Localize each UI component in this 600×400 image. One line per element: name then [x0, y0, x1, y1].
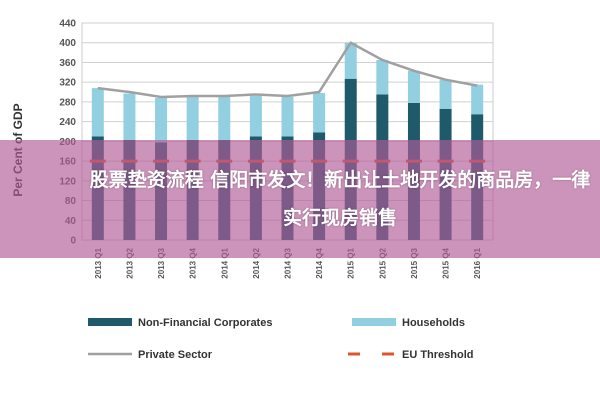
y-tick-label: 440	[59, 19, 76, 30]
legend-label-non-financial-corporates: Non-Financial Corporates	[138, 317, 272, 329]
y-tick-label: 320	[59, 78, 76, 89]
x-tick-label: 2016 Q1	[473, 247, 482, 278]
legend: Non-Financial Corporates Households Privat…	[88, 317, 474, 361]
bar-households	[407, 70, 420, 103]
bar-households	[376, 59, 389, 95]
legend-label-households: Households	[402, 317, 465, 329]
x-tick-label: 2013 Q1	[94, 247, 103, 278]
x-axis-ticks: 2013 Q1 2013 Q2 2013 Q3 2013 Q4 2014 Q1 2014 …	[94, 247, 482, 278]
legend-swatch-households	[352, 318, 396, 326]
bar-households	[281, 96, 294, 137]
x-tick-label: 2015 Q4	[442, 247, 451, 278]
legend-swatch-non-financial-corporates	[88, 318, 132, 326]
bar-households	[249, 95, 262, 137]
bar-households	[123, 93, 136, 140]
y-tick-label: 280	[59, 97, 76, 108]
bar-households	[186, 96, 199, 140]
y-tick-label: 240	[59, 117, 76, 128]
legend-label-private-sector: Private Sector	[138, 349, 213, 361]
private-sector-line	[97, 41, 478, 99]
x-tick-label: 2013 Q4	[189, 247, 198, 278]
bar-households	[155, 97, 168, 143]
x-tick-label: 2014 Q4	[315, 247, 324, 278]
headline-text[interactable]: 股票垫资流程 信阳市发文！新出让土地开发的商品房，一律实行现房销售	[89, 169, 591, 229]
headline-banner[interactable]: 股票垫资流程 信阳市发文！新出让土地开发的商品房，一律实行现房销售	[0, 140, 600, 258]
bar-households	[313, 93, 326, 133]
x-tick-label: 2014 Q1	[220, 247, 229, 278]
y-tick-label: 360	[59, 58, 76, 69]
x-tick-label: 2015 Q3	[410, 247, 419, 278]
bar-households	[471, 84, 484, 115]
x-tick-label: 2015 Q1	[347, 247, 356, 278]
x-tick-label: 2013 Q3	[157, 247, 166, 278]
y-tick-label: 400	[59, 38, 76, 49]
x-tick-label: 2015 Q2	[378, 247, 387, 278]
x-tick-label: 2014 Q3	[284, 247, 293, 278]
bar-households	[218, 96, 231, 140]
bar-households	[91, 88, 104, 137]
bar-households	[439, 79, 452, 109]
x-tick-label: 2014 Q2	[252, 247, 261, 278]
legend-label-eu-threshold: EU Threshold	[402, 349, 474, 361]
bar-households	[344, 42, 357, 79]
x-tick-label: 2013 Q2	[125, 247, 134, 278]
